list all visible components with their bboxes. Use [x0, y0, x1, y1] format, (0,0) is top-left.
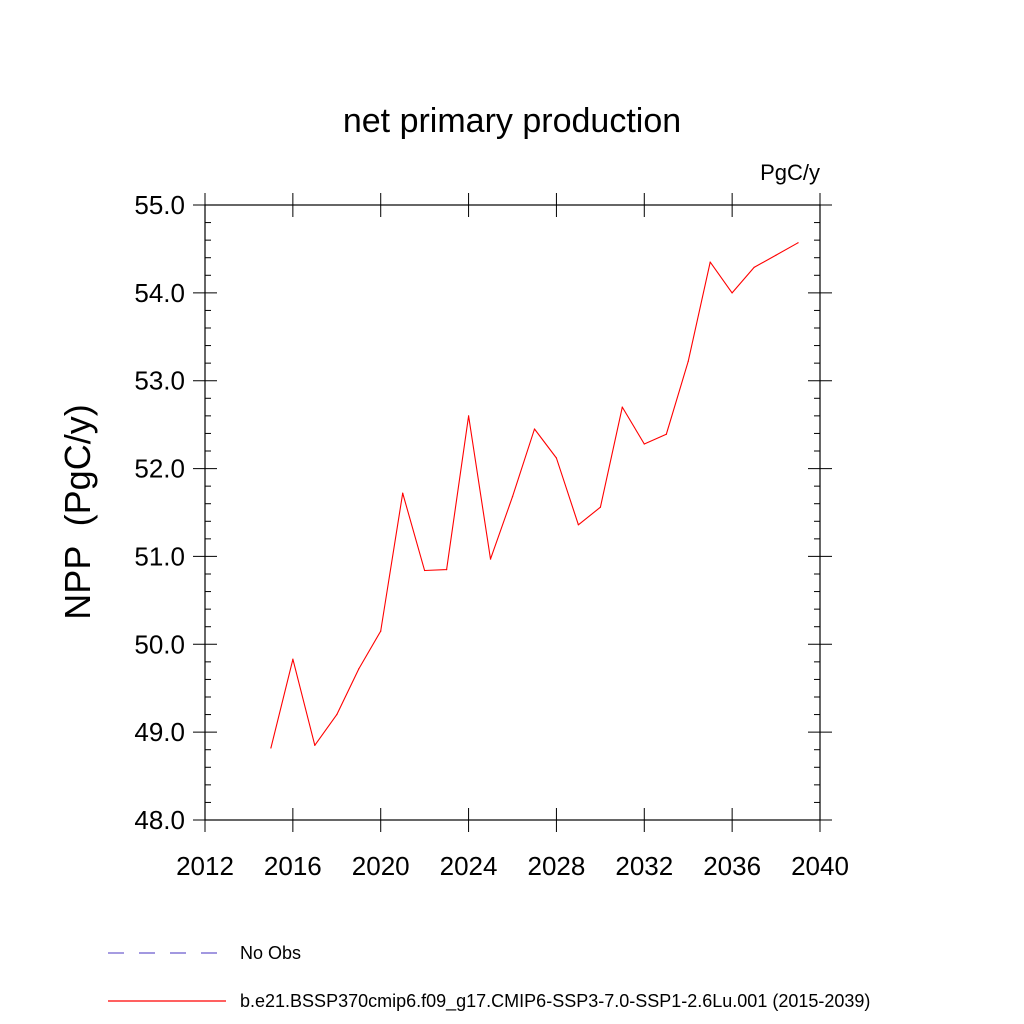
x-tick-label: 2040	[791, 851, 849, 881]
data-point	[533, 428, 536, 430]
y-tick-label: 53.0	[134, 366, 185, 396]
data-point	[380, 630, 382, 632]
x-tick-label: 2020	[352, 851, 410, 881]
units-label: PgC/y	[760, 160, 820, 185]
x-tick-label: 2012	[176, 851, 234, 881]
data-point	[577, 524, 579, 526]
data-point	[314, 744, 316, 746]
data-point	[446, 569, 448, 571]
data-point	[467, 415, 470, 417]
plot-series	[270, 242, 799, 749]
legend: No Obs b.e21.BSSP370cmip6.f09_g17.CMIP6-…	[108, 943, 870, 1012]
y-tick-label: 51.0	[134, 541, 185, 571]
data-point	[270, 747, 272, 749]
axis-ticks: 48.0 49.0 50.0 51.0 52.0 53.0 54.0 55.0 2012 2016…	[134, 190, 849, 881]
data-point	[687, 360, 689, 362]
data-point	[511, 496, 514, 498]
legend-label-model: b.e21.BSSP370cmip6.f09_g17.CMIP6-SSP3-7.…	[240, 991, 870, 1012]
data-point	[797, 242, 799, 244]
legend-label-no-obs: No Obs	[240, 943, 301, 963]
y-tick-label: 55.0	[134, 190, 185, 220]
data-point	[643, 443, 645, 445]
y-tick-label: 49.0	[134, 717, 185, 747]
data-point	[424, 569, 426, 572]
data-point	[775, 254, 777, 256]
plot-frame	[204, 204, 821, 821]
x-tick-label: 2028	[528, 851, 586, 881]
chart-title: net primary production	[343, 102, 681, 140]
data-point	[621, 406, 623, 408]
data-point	[555, 457, 558, 459]
x-tick-label: 2032	[615, 851, 673, 881]
data-point	[665, 433, 667, 435]
y-tick-label: 52.0	[134, 454, 185, 484]
data-point	[402, 492, 404, 494]
data-point	[358, 668, 360, 670]
y-tick-label: 48.0	[134, 805, 185, 835]
data-point	[709, 261, 711, 263]
x-tick-label: 2036	[703, 851, 761, 881]
data-point	[753, 266, 755, 268]
data-point	[292, 658, 294, 660]
y-tick-label: 54.0	[134, 278, 185, 308]
x-tick-label: 2024	[440, 851, 498, 881]
data-point	[599, 506, 601, 508]
data-point	[731, 292, 733, 294]
data-point	[336, 713, 338, 716]
data-point	[489, 558, 492, 560]
y-axis-label: NPP (PgC/y)	[57, 404, 98, 619]
x-tick-label: 2016	[264, 851, 322, 881]
y-tick-label: 50.0	[134, 629, 185, 659]
